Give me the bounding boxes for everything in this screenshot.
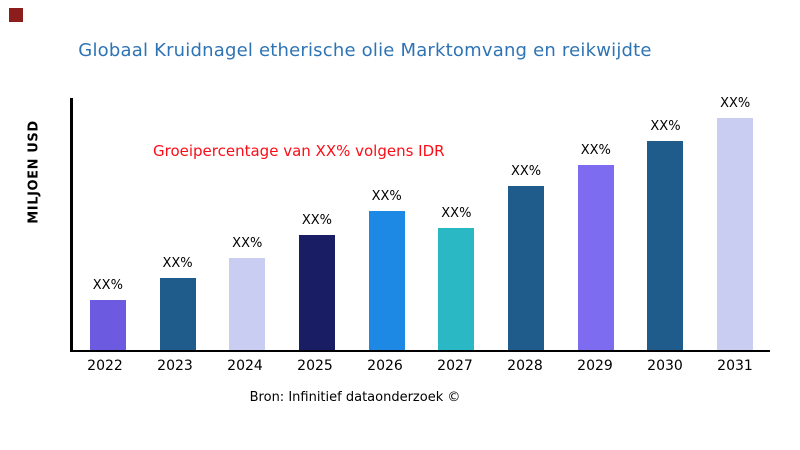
bar-value-label-2025: XX% [301,213,333,228]
bar-2031 [717,118,754,350]
x-axis-ticks: 2022 2023 2024 2025 2026 2027 2028 2029 2030 2031 [70,358,770,374]
bar-value-label-2023: XX% [162,256,193,271]
bar-value-label-2022: XX% [92,278,123,293]
bar-slot-2030: XX% [631,119,701,350]
bar-slot-2028: XX% [491,164,561,350]
y-axis-label: MILJOEN USD [26,120,42,224]
bar-2025 [298,235,335,350]
bar-2030 [647,141,684,350]
chart-title: Globaal Kruidnagel etherische olie Markt… [78,40,652,61]
x-tick-label-2022: 2022 [87,358,123,374]
bar-slot-2025: XX% [282,213,352,350]
bar-value-label-2029: XX% [580,143,611,158]
bar-2026 [368,211,405,350]
bar-2029 [577,165,614,350]
growth-annotation: Groeipercentage van XX% volgens IDR [153,142,445,160]
bar-slot-2026: XX% [352,189,422,350]
x-tick-label-2026: 2026 [367,358,403,374]
bar-2027 [438,228,475,350]
brand-logo-square [9,8,23,22]
bar-value-label-2027: XX% [441,206,472,221]
bar-value-label-2024: XX% [232,236,263,251]
bar-slot-2024: XX% [212,236,282,350]
x-tick-label-2030: 2030 [647,358,683,374]
bar-value-label-2031: XX% [720,96,751,111]
bar-2022 [89,300,126,350]
bars-container: XX% XX% XX% XX% XX% XX% XX% XX% XX% XX% [73,96,770,350]
bar-2023 [159,278,196,350]
bar-slot-2031: XX% [700,96,770,350]
x-tick-label-2029: 2029 [577,358,613,374]
bar-value-label-2028: XX% [510,164,542,179]
x-tick-label-2024: 2024 [227,358,263,374]
x-tick-label-2025: 2025 [297,358,333,374]
x-tick-label-2028: 2028 [507,358,543,374]
bar-slot-2029: XX% [561,143,631,350]
x-tick-label-2027: 2027 [437,358,473,374]
bar-2028 [508,186,545,350]
bar-value-label-2026: XX% [371,189,402,204]
bar-slot-2027: XX% [422,206,492,350]
bar-slot-2022: XX% [73,278,143,350]
x-tick-label-2023: 2023 [157,358,193,374]
plot-area: Groeipercentage van XX% volgens IDR XX% X… [70,96,770,352]
x-tick-label-2031: 2031 [717,358,753,374]
source-caption: Bron: Infinitief dataonderzoek © [249,390,461,405]
bar-slot-2023: XX% [143,256,213,350]
bar-2024 [229,258,266,350]
bar-value-label-2030: XX% [650,119,681,134]
